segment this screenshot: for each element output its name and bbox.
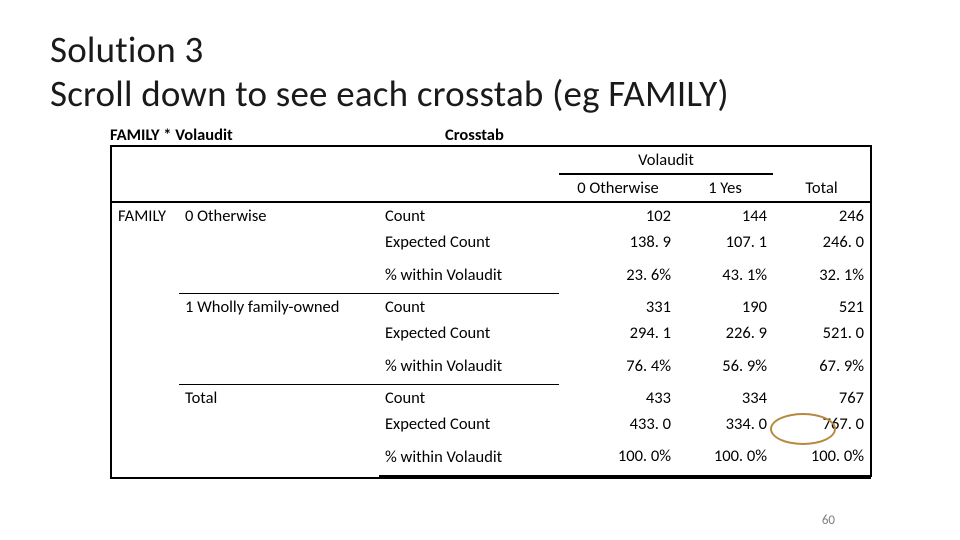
table-row: 1 Wholly family-owned Count 331 190 521: [111, 294, 871, 321]
cell: 767: [773, 385, 871, 412]
cell: 107. 1: [677, 229, 773, 255]
stat-label: Count: [379, 294, 559, 321]
cell: 521: [773, 294, 871, 321]
cell: 433: [559, 385, 677, 412]
spanner-volaudit: Volaudit: [559, 146, 773, 174]
cell: 226. 9: [677, 320, 773, 346]
cell: 32. 1%: [773, 255, 871, 294]
stat-label: Expected Count: [379, 411, 559, 437]
col-total: Total: [773, 174, 871, 202]
title-line-2: Scroll down to see each crosstab (eg FAM…: [50, 71, 729, 116]
header-row-spanner: Volaudit: [111, 146, 871, 174]
cell: 246: [773, 202, 871, 229]
cell: 331: [559, 294, 677, 321]
cell: 102: [559, 202, 677, 229]
group-label-1: 1 Wholly family-owned: [179, 294, 379, 385]
col-1-yes: 1 Yes: [677, 174, 773, 202]
caption-right: Crosstab: [445, 125, 545, 145]
cell: 144: [677, 202, 773, 229]
stat-label: % within Volaudit: [379, 437, 559, 476]
stat-label: Count: [379, 385, 559, 412]
stat-label: Expected Count: [379, 229, 559, 255]
slide-title: Solution 3 Scroll down to see each cross…: [50, 28, 910, 115]
title-line-1: Solution 3: [50, 27, 203, 72]
table-row: Total Count 433 334 767: [111, 385, 871, 412]
cell: 43. 1%: [677, 255, 773, 294]
cell: 100. 0%: [559, 437, 677, 476]
cell: 56. 9%: [677, 346, 773, 385]
stat-label: Expected Count: [379, 320, 559, 346]
page-number: 60: [822, 513, 835, 528]
cell: 334. 0: [677, 411, 773, 437]
cell: 100. 0%: [677, 437, 773, 476]
stat-label: Count: [379, 202, 559, 229]
caption-left: FAMILY * Volaudit: [110, 125, 445, 145]
cell: 100. 0%: [773, 437, 871, 476]
cell: 67. 9%: [773, 346, 871, 385]
cell: 767. 0: [773, 411, 871, 437]
cell: 294. 1: [559, 320, 677, 346]
cell: 246. 0: [773, 229, 871, 255]
row-var-label: FAMILY: [111, 202, 179, 476]
col-0-otherwise: 0 Otherwise: [559, 174, 677, 202]
cell: 23. 6%: [559, 255, 677, 294]
cell: 334: [677, 385, 773, 412]
stat-label: % within Volaudit: [379, 346, 559, 385]
crosstab-table: Volaudit 0 Otherwise 1 Yes Total FAMILY …: [110, 145, 872, 479]
group-label-total: Total: [179, 385, 379, 477]
table-caption: FAMILY * Volaudit Crosstab: [110, 125, 870, 145]
slide: Solution 3 Scroll down to see each cross…: [0, 0, 960, 540]
cell: 138. 9: [559, 229, 677, 255]
cell: 433. 0: [559, 411, 677, 437]
cell: 76. 4%: [559, 346, 677, 385]
header-row-cols: 0 Otherwise 1 Yes Total: [111, 174, 871, 202]
table-row: FAMILY 0 Otherwise Count 102 144 246: [111, 202, 871, 229]
stat-label: % within Volaudit: [379, 255, 559, 294]
cell: 190: [677, 294, 773, 321]
group-label-0: 0 Otherwise: [179, 202, 379, 294]
cell: 521. 0: [773, 320, 871, 346]
